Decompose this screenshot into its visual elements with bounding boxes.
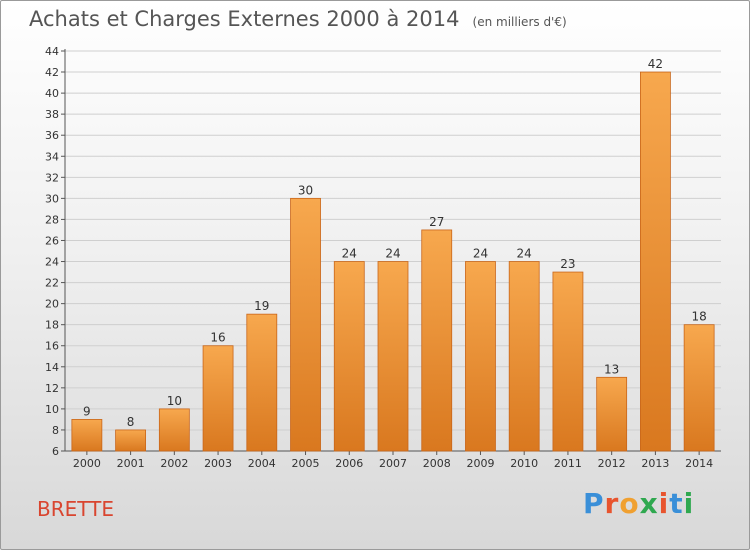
bar: [290, 197, 321, 452]
y-tick-label: 32: [45, 171, 59, 184]
x-tick-label: 2007: [379, 457, 407, 470]
x-tick-label: 2006: [335, 457, 363, 470]
y-tick-label: 8: [52, 424, 59, 437]
y-tick-label: 28: [45, 213, 59, 226]
y-tick-label: 22: [45, 277, 59, 290]
y-tick-label: 6: [52, 445, 59, 458]
value-label: 24: [473, 247, 488, 261]
x-tick-label: 2005: [292, 457, 320, 470]
value-label: 10: [167, 394, 182, 408]
bar: [71, 419, 103, 452]
bar: [246, 313, 278, 452]
chart-title: Achats et Charges Externes 2000 à 2014: [29, 7, 460, 31]
brand-letter: t: [669, 487, 684, 520]
y-tick-label: 38: [45, 108, 59, 121]
bar: [421, 229, 453, 452]
value-label: 42: [648, 57, 663, 71]
y-tick-label: 36: [45, 129, 59, 142]
bar: [377, 261, 409, 452]
bars: [71, 71, 715, 452]
x-tick-label: 2010: [510, 457, 538, 470]
x-tick-label: 2008: [423, 457, 451, 470]
bar: [640, 71, 671, 452]
x-tick-label: 2002: [160, 457, 188, 470]
value-label: 19: [254, 299, 269, 313]
y-tick-label: 14: [45, 361, 59, 374]
brand-letter: o: [619, 487, 640, 520]
bar: [158, 408, 190, 452]
labels: 9 8 10 16 19 30 24 24 27 24 24 23 13 42 18: [83, 57, 707, 429]
y-tick-label: 26: [45, 234, 59, 247]
y-tick-label: 30: [45, 192, 59, 205]
value-label: 9: [83, 404, 91, 418]
value-label: 24: [385, 247, 400, 261]
value-label: 18: [691, 310, 706, 324]
x-tick-label: 2001: [117, 457, 145, 470]
bar: [683, 324, 715, 452]
x-tick-label: 2009: [466, 457, 494, 470]
bar: [552, 271, 584, 452]
y-tick-label: 20: [45, 298, 59, 311]
x-tick-label: 2003: [204, 457, 232, 470]
brand-logo: Proxiti: [583, 487, 694, 520]
brand-letter: i: [658, 487, 670, 520]
value-label: 8: [127, 415, 135, 429]
y-tick-label: 40: [45, 87, 59, 100]
value-label: 24: [517, 247, 532, 261]
x-tick-label: 2012: [598, 457, 626, 470]
value-label: 24: [342, 247, 357, 261]
x-tick-label: 2000: [73, 457, 101, 470]
brand-letter: P: [583, 487, 605, 520]
y-tick-label: 34: [45, 150, 59, 163]
x-tick-label: 2014: [685, 457, 713, 470]
x-tick-label: 2004: [248, 457, 276, 470]
y-tick-label: 18: [45, 319, 59, 332]
brand-letter: i: [683, 487, 695, 520]
y-tick-label: 44: [45, 45, 59, 58]
y-tick-label: 42: [45, 66, 59, 79]
bar: [333, 261, 365, 452]
title-row: Achats et Charges Externes 2000 à 2014 (…: [29, 7, 567, 31]
y-tick-label: 16: [45, 340, 59, 353]
y-tick-label: 12: [45, 382, 59, 395]
x-tick-label: 2011: [554, 457, 582, 470]
value-label: 16: [210, 331, 225, 345]
value-label: 30: [298, 183, 313, 197]
bar: [202, 345, 234, 452]
bar: [596, 376, 628, 452]
chart-subtitle: (en milliers d'€): [472, 15, 567, 29]
bar: [508, 261, 540, 452]
value-label: 23: [560, 257, 575, 271]
brand-letter: x: [639, 487, 659, 520]
bar: [465, 261, 496, 452]
y-tick-label: 24: [45, 256, 59, 269]
x-tick-label: 2013: [641, 457, 669, 470]
brand-letter: r: [604, 487, 620, 520]
place-name: BRETTE: [37, 497, 114, 521]
value-label: 13: [604, 362, 619, 376]
y-tick-label: 10: [45, 403, 59, 416]
bar: [115, 429, 146, 452]
value-label: 27: [429, 215, 444, 229]
